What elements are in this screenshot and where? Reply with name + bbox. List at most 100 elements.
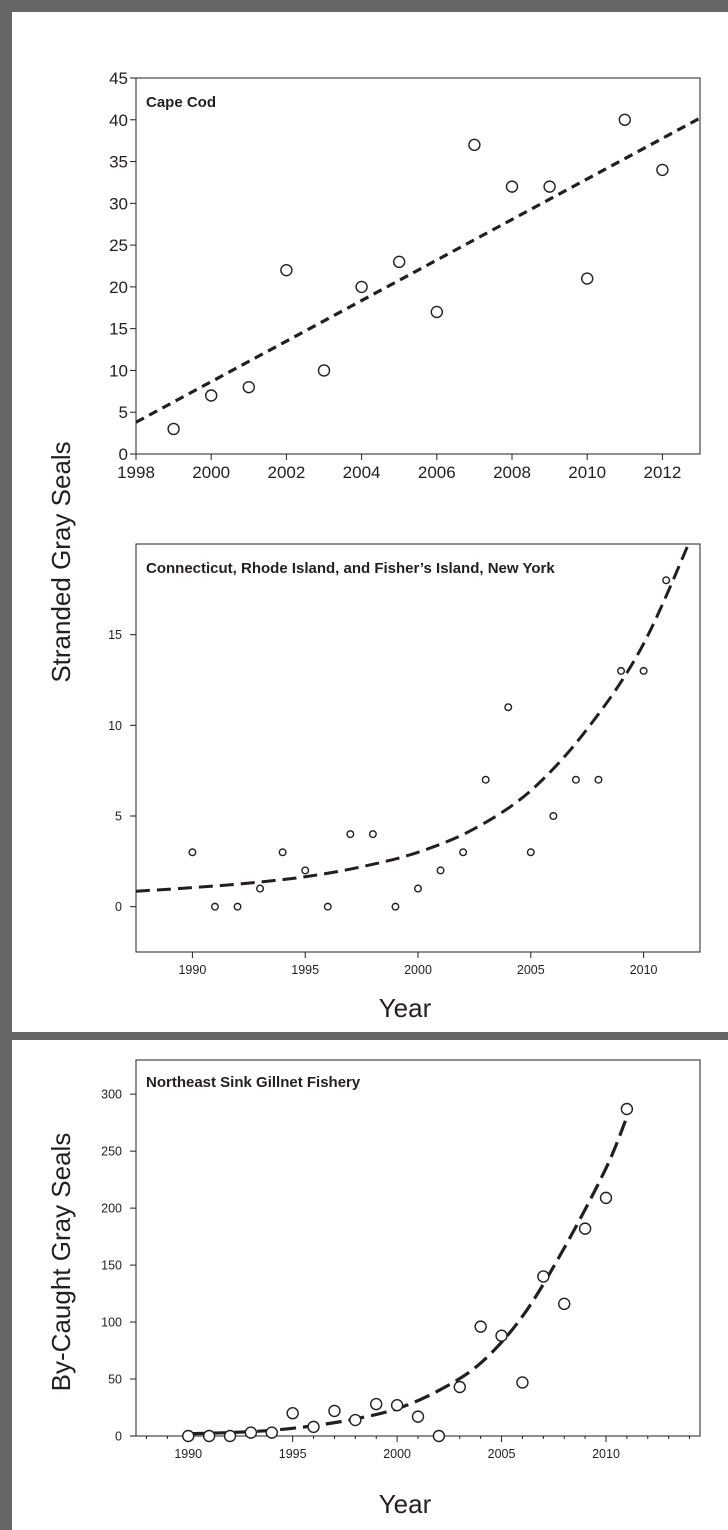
trend-line <box>188 1116 629 1436</box>
data-point <box>323 902 332 911</box>
frame-top <box>0 0 728 12</box>
y-axis-label-bycaught: By-Caught Gray Seals <box>46 1133 76 1392</box>
y-tick-label: 40 <box>109 111 128 130</box>
y-tick-label: 45 <box>109 69 128 88</box>
data-point <box>202 1429 216 1443</box>
x-tick-label: 2012 <box>643 463 681 482</box>
axis-ticks: 1998 2000 2002 2004 2006 2008 2010 2012 0 5 10 15 20… <box>109 69 681 482</box>
data-point <box>543 180 556 193</box>
data-point <box>432 1429 446 1443</box>
chart-northeast-sink-gillnet: Northeast Sink Gillnet Fishery 1990 1995 2… <box>101 1059 701 1461</box>
x-tick-label: 2005 <box>517 963 545 977</box>
data-point <box>617 666 626 675</box>
x-axis-label-year-bottom: Year <box>379 1489 432 1519</box>
chart-connecticut-rhode-island: Connecticut, Rhode Island, and Fisher’s … <box>108 543 701 977</box>
y-tick-label: 300 <box>101 1088 122 1102</box>
data-point <box>436 866 445 875</box>
data-point <box>505 180 519 193</box>
y-tick-label: 10 <box>109 361 128 380</box>
x-tick-label: 2005 <box>488 1447 516 1461</box>
x-tick-label: 2000 <box>404 963 432 977</box>
x-tick-label: 2010 <box>630 963 658 977</box>
data-point <box>286 1407 299 1420</box>
data-point <box>265 1426 278 1439</box>
x-tick-label: 2000 <box>192 463 230 482</box>
data-point <box>495 1329 508 1342</box>
data-point <box>210 902 219 911</box>
y-tick-label: 25 <box>109 236 128 255</box>
data-point <box>474 1320 487 1333</box>
y-tick-label: 100 <box>101 1316 122 1330</box>
data-point <box>549 812 558 821</box>
y-tick-label: 10 <box>108 719 122 733</box>
plot-frame <box>135 77 701 455</box>
data-point <box>453 1380 466 1394</box>
chart-title: Connecticut, Rhode Island, and Fisher’s … <box>146 560 555 577</box>
x-tick-label: 2006 <box>418 463 456 482</box>
data-point <box>578 1222 592 1235</box>
data-point <box>317 364 331 377</box>
y-axis-label-stranded: Stranded Gray Seals <box>46 441 76 682</box>
data-point <box>167 422 180 436</box>
data-point <box>244 1426 258 1439</box>
data-point <box>526 848 535 857</box>
data-point <box>662 576 671 585</box>
y-tick-label: 5 <box>119 403 128 422</box>
data-point <box>411 1410 425 1423</box>
data-point <box>391 902 400 911</box>
x-tick-label: 2008 <box>493 463 531 482</box>
data-point <box>618 113 631 126</box>
data-point <box>204 389 218 402</box>
data-point <box>516 1376 529 1389</box>
data-point <box>188 848 197 857</box>
data-point <box>242 380 256 394</box>
data-point <box>414 884 423 893</box>
data-point <box>370 1397 383 1411</box>
data-point <box>504 703 513 712</box>
data-point <box>581 272 594 285</box>
x-tick-label: 2010 <box>592 1447 620 1461</box>
data-point <box>393 255 406 269</box>
data-point <box>594 775 603 784</box>
frame-left <box>0 0 12 1530</box>
y-tick-label: 5 <box>115 810 122 824</box>
x-tick-label: 2010 <box>568 463 606 482</box>
y-tick-label: 15 <box>109 320 128 339</box>
data-point <box>182 1429 195 1443</box>
data-point <box>346 830 355 839</box>
data-point <box>656 163 669 177</box>
y-tick-label: 150 <box>101 1259 122 1273</box>
x-tick-label: 1990 <box>178 963 206 977</box>
axis-ticks: 1990 1995 2000 2005 2010 0 50 100 150 200 250 300 <box>101 1088 691 1461</box>
data-point <box>390 1399 404 1412</box>
x-tick-label: 1995 <box>291 963 319 977</box>
x-tick-label: 1998 <box>117 463 155 482</box>
data-point <box>468 138 481 152</box>
data-point <box>278 848 287 857</box>
data-point <box>558 1297 571 1311</box>
data-point <box>280 263 293 277</box>
x-tick-label: 2000 <box>383 1447 411 1461</box>
trend-line <box>136 116 700 424</box>
frame-divider <box>0 1032 728 1040</box>
x-tick-label: 2004 <box>343 463 381 482</box>
data-point <box>459 848 468 857</box>
y-tick-label: 0 <box>115 900 122 914</box>
y-tick-label: 200 <box>101 1202 122 1216</box>
y-tick-label: 15 <box>108 628 122 642</box>
y-tick-label: 50 <box>108 1373 122 1387</box>
data-point <box>355 280 368 294</box>
data-point <box>639 666 648 675</box>
data-points <box>188 576 671 911</box>
data-point <box>481 775 490 784</box>
data-point <box>233 902 242 911</box>
trend-line <box>136 544 691 893</box>
data-point <box>620 1102 634 1116</box>
data-point <box>328 1404 341 1418</box>
data-point <box>599 1191 613 1205</box>
chart-title: Northeast Sink Gillnet Fishery <box>146 1074 361 1091</box>
data-point <box>537 1270 550 1283</box>
plot-frame <box>135 1059 701 1437</box>
y-tick-label: 35 <box>109 153 128 172</box>
